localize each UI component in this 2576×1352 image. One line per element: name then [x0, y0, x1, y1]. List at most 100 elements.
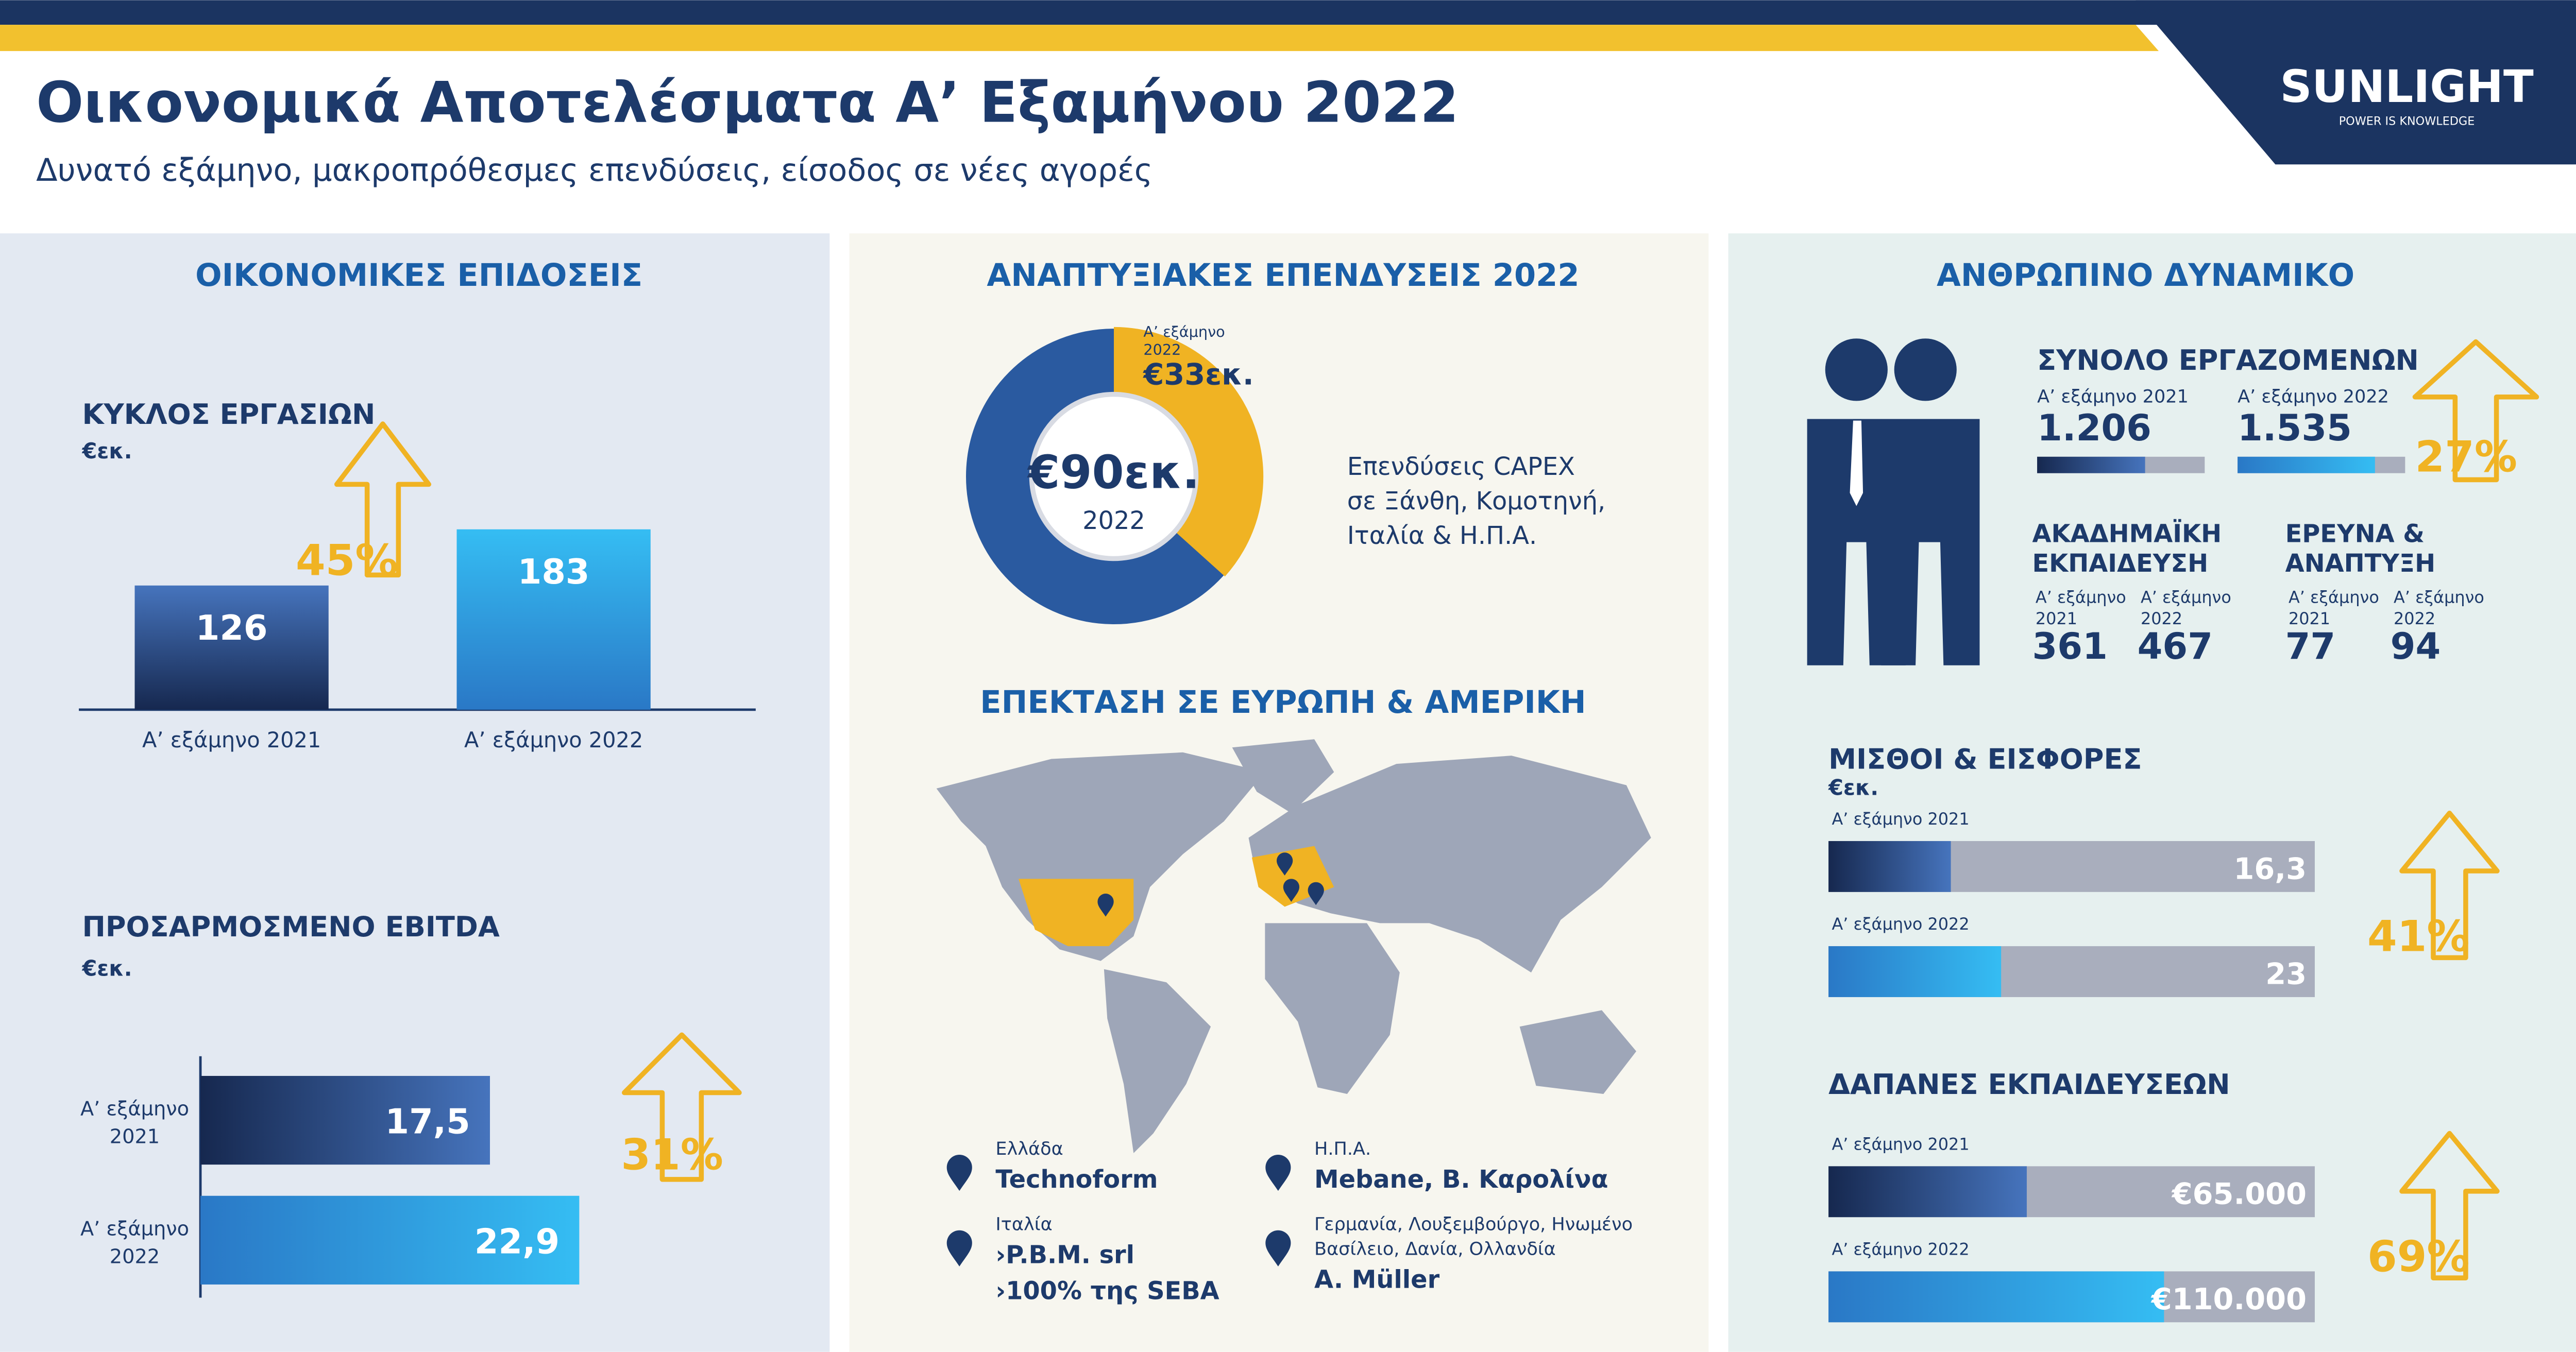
- period-label: Α’ εξάμηνο: [2141, 588, 2231, 607]
- head: [1894, 338, 1957, 401]
- donut-segment: [1113, 327, 1264, 577]
- map-pin: [1265, 1230, 1291, 1267]
- unit-label: €εκ.: [81, 439, 132, 464]
- stat-value: 361: [2032, 625, 2108, 668]
- bar: [1828, 1166, 2027, 1218]
- value-label: 23: [2265, 956, 2307, 991]
- bar: [1828, 946, 2002, 997]
- head: [1825, 338, 1888, 401]
- body: [1881, 419, 1980, 665]
- stat-title: ΑΚΑΔΗΜΑΪΚΗ: [2032, 519, 2222, 549]
- world-map: [936, 739, 1651, 1153]
- location-country: Η.Π.Α.: [1314, 1138, 1371, 1159]
- growth-arrow: [621, 1032, 742, 1182]
- growth-arrow: [334, 421, 432, 578]
- growth-arrow: [2412, 339, 2539, 483]
- value-label: €110.000: [2150, 1282, 2307, 1316]
- map-pin: [946, 1155, 972, 1191]
- value-label: €65.000: [2171, 1177, 2307, 1211]
- period-label: Α’ εξάμηνο 2021: [1832, 1134, 1969, 1154]
- bar: [2037, 456, 2145, 473]
- section-heading: ΑΝΑΠΤΥΞΙΑΚΕΣ ΕΠΕΝΔΥΣΕΙΣ 2022: [987, 258, 1579, 294]
- donut-center: [1029, 391, 1199, 561]
- chart-title: ΚΥΚΛΟΣ ΕΡΓΑΣΙΩΝ: [82, 398, 375, 431]
- growth-label: 27%: [2415, 432, 2517, 482]
- chart-title: ΠΡΟΣΑΡΜΟΣΜΕΝΟ EBITDA: [82, 911, 499, 943]
- period-label: Α’ εξάμηνο 2022: [2238, 386, 2389, 407]
- bar: [1828, 841, 1951, 892]
- stat-title: ΕΡΕΥΝΑ &: [2285, 520, 2425, 549]
- map-pin: [1265, 1155, 1291, 1191]
- period-label: Α’ εξάμηνο: [2394, 588, 2484, 607]
- map-pin: [1308, 882, 1324, 905]
- year-label: 2022: [1082, 507, 1145, 535]
- eurasia: [1248, 756, 1651, 973]
- map-pin: [1276, 852, 1293, 876]
- location-item: ›100% της SEBA: [995, 1277, 1219, 1306]
- stat-value: 1.206: [2037, 407, 2151, 449]
- category-label: Α’ εξάμηνο 2021: [142, 728, 321, 752]
- category-label: 2022: [110, 1245, 160, 1268]
- period-label: 2022: [2394, 609, 2435, 628]
- description: σε Ξάνθη, Κομοτηνή,: [1347, 487, 1605, 516]
- period-label: Α’ εξάμηνο: [2036, 588, 2126, 607]
- australia: [1519, 1010, 1637, 1094]
- growth-arrow: [2399, 810, 2500, 961]
- description: Ιταλία & Η.Π.Α.: [1347, 522, 1537, 550]
- map-pin: [1283, 879, 1300, 902]
- growth-arrow: [2399, 1131, 2500, 1280]
- bar: [200, 1075, 490, 1165]
- logo-panel: [2136, 0, 2576, 165]
- page-title: Οικονομικά Αποτελέσματα Α’ Εξαμήνου 2022: [36, 70, 1459, 135]
- bar: [134, 585, 329, 710]
- location-item: ›P.B.M. srl: [995, 1241, 1134, 1269]
- period-label: 2021: [2289, 609, 2330, 628]
- map-pin: [1097, 894, 1114, 917]
- stat-value: 1.535: [2238, 407, 2352, 449]
- logo-tagline: POWER IS KNOWLEDGE: [2339, 115, 2475, 128]
- category-label: Α’ εξάμηνο: [80, 1217, 189, 1240]
- period-label: Α’ εξάμηνο 2021: [1832, 809, 1969, 829]
- stat-value: 94: [2391, 625, 2441, 668]
- location-item: A. Müller: [1314, 1265, 1440, 1294]
- tie: [1850, 420, 1863, 506]
- bar: [2238, 456, 2375, 473]
- value-label: 17,5: [385, 1102, 470, 1142]
- bar: [1828, 1271, 2164, 1323]
- value-label: 16,3: [2233, 851, 2307, 886]
- stat-title: ΕΚΠΑΙΔΕΥΣΗ: [2032, 550, 2209, 578]
- period-label: Α’ εξάμηνο 2021: [2037, 386, 2189, 407]
- location-country: Ελλάδα: [995, 1138, 1063, 1159]
- growth-label: 41%: [2367, 912, 2469, 962]
- category-label: Α’ εξάμηνο 2022: [464, 728, 643, 752]
- bar: [200, 1195, 580, 1285]
- chart-title: ΔΑΠΑΝΕΣ ΕΚΠΑΙΔΕΥΣΕΩΝ: [1828, 1068, 2230, 1101]
- value-label: 126: [196, 608, 268, 648]
- location-country: Ιταλία: [995, 1214, 1052, 1235]
- section-heading: ΟΙΚΟΝΟΜΙΚΕΣ ΕΠΙΔΟΣΕΙΣ: [195, 258, 642, 294]
- period-label: 2021: [2036, 609, 2077, 628]
- period-label: Α’ εξάμηνο 2022: [1832, 914, 1969, 934]
- greenland: [1232, 739, 1334, 813]
- category-label: 2021: [110, 1125, 160, 1149]
- chart-title: ΜΙΣΘΟΙ & ΕΙΣΦΟΡΕΣ: [1828, 743, 2142, 776]
- stat-title: ΣΥΝΟΛΟ ΕΡΓΑΖΟΜΕΝΩΝ: [2037, 344, 2419, 376]
- location-item: Mebane, Β. Καρολίνα: [1314, 1166, 1608, 1194]
- bar: [456, 529, 651, 710]
- south-america: [1104, 969, 1211, 1153]
- top-stripe: [0, 25, 2159, 52]
- value-label: 183: [518, 552, 590, 592]
- growth-label: 31%: [621, 1130, 723, 1180]
- panel-left: [0, 233, 830, 1352]
- location-country: Βασίλειο, Δανία, Ολλανδία: [1314, 1239, 1556, 1260]
- half-label: €33εκ.: [1142, 357, 1253, 391]
- people-icon: [1807, 338, 1980, 665]
- stat-title: ΑΝΑΠΤΥΞΗ: [2285, 550, 2436, 578]
- north-america: [936, 752, 1265, 961]
- value-label: 22,9: [474, 1221, 560, 1261]
- location-item: Technoform: [995, 1166, 1158, 1194]
- unit-label: €εκ.: [81, 956, 132, 981]
